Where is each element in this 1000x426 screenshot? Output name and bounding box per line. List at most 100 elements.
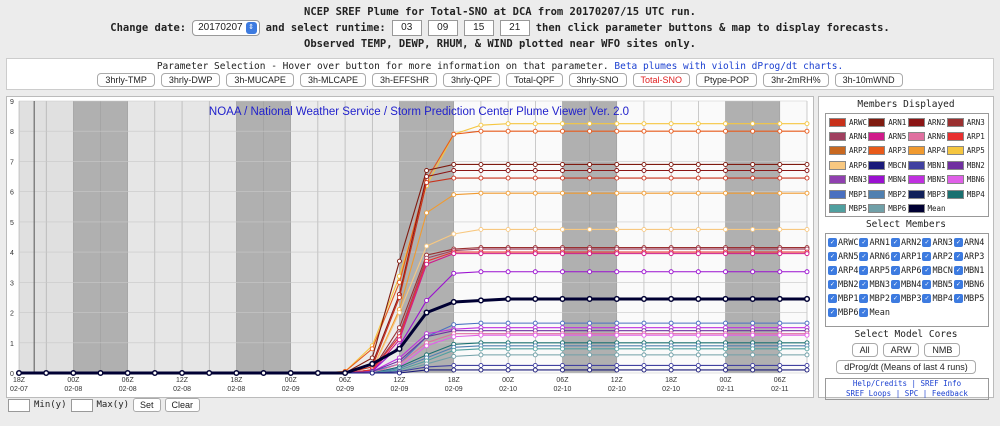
runtime-09-input[interactable]: 09 (427, 20, 458, 36)
data-point-mean (396, 345, 403, 352)
sref-info-link[interactable]: SREF Info (920, 379, 962, 388)
member-checkbox-mbn1[interactable]: ✓ MBN1 (953, 265, 984, 276)
legend-item-mbn1: MBN1 (907, 160, 947, 170)
data-point-arn5 (587, 251, 593, 257)
member-checkbox-arp6[interactable]: ✓ ARP6 (890, 265, 921, 276)
min-y-input[interactable] (8, 398, 30, 412)
max-y-input[interactable] (70, 398, 93, 412)
member-checkbox-arp3[interactable]: ✓ ARP3 (953, 251, 984, 262)
data-point-mbp1 (668, 320, 674, 326)
param-button-3h-10mwnd[interactable]: 3h-10mWND (834, 73, 903, 87)
member-checkbox-mbp4[interactable]: ✓ MBP4 (922, 293, 953, 304)
member-checkbox-arp1[interactable]: ✓ ARP1 (890, 251, 921, 262)
legend-item-arp6: ARP6 (829, 160, 868, 170)
data-point-arwc (532, 175, 538, 181)
member-checkbox-arn2[interactable]: ✓ ARN2 (890, 237, 921, 248)
member-checkbox-label: MBP6 (838, 307, 859, 318)
member-checkbox-label: ARN1 (869, 237, 890, 248)
param-button-ptype-pop[interactable]: Ptype-POP (696, 73, 758, 87)
data-point-arn5 (559, 251, 565, 257)
spc-link[interactable]: SPC (904, 389, 919, 398)
member-checkbox-mbp6[interactable]: ✓ MBP6 (828, 307, 858, 318)
param-button-3hr-2mrh-[interactable]: 3hr-2mRH% (763, 73, 829, 87)
param-button-3hrly-qpf[interactable]: 3hrly-QPF (442, 73, 500, 87)
data-point-arn1 (777, 162, 783, 167)
data-point-arp3 (804, 128, 810, 134)
feedback-link[interactable]: Feedback (931, 389, 968, 398)
member-checkbox-label: ARN3 (932, 237, 953, 248)
help-credits-link[interactable]: Help/Credits (852, 379, 907, 388)
param-button-total-qpf[interactable]: Total-QPF (506, 73, 563, 87)
data-point-arwc (614, 175, 620, 181)
member-checkbox-label: ARN4 (963, 237, 985, 248)
data-point-arp4 (750, 190, 756, 196)
data-point-mbn2 (424, 334, 430, 340)
member-checkbox-mbp2[interactable]: ✓ MBP2 (859, 293, 890, 304)
data-point-mbp5 (614, 346, 620, 352)
data-point-mbn1 (505, 362, 511, 368)
runtime-15-input[interactable]: 15 (463, 20, 494, 36)
data-point-arn1 (641, 162, 647, 167)
beta-plumes-link[interactable]: Beta plumes with violin dProg/dt charts. (614, 61, 844, 72)
data-point-mean (206, 369, 213, 377)
member-checkbox-arp5[interactable]: ✓ ARP5 (859, 265, 890, 276)
data-point-arn1 (396, 258, 402, 264)
x-tick-hour: 18Z (13, 377, 26, 384)
param-button-3hrly-dwp[interactable]: 3hrly-DWP (160, 73, 221, 87)
member-checkbox-mean[interactable]: ✓ Mean (859, 307, 890, 318)
member-checkbox-label: MBP2 (869, 293, 890, 304)
param-button-3hrly-sno[interactable]: 3hrly-SNO (568, 73, 627, 87)
member-checkbox-arp4[interactable]: ✓ ARP4 (828, 265, 858, 276)
dprog-button[interactable]: dProg/dt (Means of last 4 runs) (836, 360, 976, 374)
member-checkbox-mbn4[interactable]: ✓ MBN4 (890, 279, 921, 290)
date-select[interactable]: 20170207 ⇕ (192, 20, 260, 36)
data-point-arp5 (777, 121, 783, 127)
core-arw-button[interactable]: ARW (882, 343, 920, 357)
member-checkbox-mbn2[interactable]: ✓ MBN2 (828, 279, 858, 290)
data-point-arn2 (532, 168, 538, 173)
runtime-21-input[interactable]: 21 (499, 20, 530, 36)
set-button[interactable]: Set (133, 398, 161, 412)
legend-swatch (829, 175, 846, 185)
data-point-mean (776, 295, 783, 303)
member-checkbox-arwc[interactable]: ✓ ARWC (828, 237, 858, 248)
runtime-03-input[interactable]: 03 (391, 20, 422, 36)
core-all-button[interactable]: All (851, 343, 878, 357)
data-point-mbn1 (532, 362, 538, 368)
param-button-3h-effshr[interactable]: 3h-EFFSHR (371, 73, 437, 87)
x-tick-hour: 00Z (719, 377, 732, 384)
data-point-mbcn (478, 367, 484, 373)
param-button-total-sno[interactable]: Total-SNO (632, 73, 691, 87)
member-checkbox-mbp5[interactable]: ✓ MBP5 (953, 293, 984, 304)
param-button-3hrly-tmp[interactable]: 3hrly-TMP (97, 73, 155, 87)
clear-button[interactable]: Clear (164, 398, 201, 412)
member-checkbox-arn5[interactable]: ✓ ARN5 (828, 251, 858, 262)
y-tick-label: 4 (10, 250, 14, 257)
data-point-mbp5 (451, 347, 457, 353)
x-tick-date: 02-09 (445, 386, 463, 393)
checkmark-icon: ✓ (953, 266, 963, 275)
sref-loops-link[interactable]: SREF Loops (846, 389, 892, 398)
data-point-mbn4 (559, 269, 565, 275)
member-checkbox-mbp1[interactable]: ✓ MBP1 (828, 293, 858, 304)
param-button-3h-mucape[interactable]: 3h-MUCAPE (226, 73, 294, 87)
member-checkbox-arp2[interactable]: ✓ ARP2 (922, 251, 953, 262)
data-point-arwc (396, 294, 402, 300)
data-point-mbn6 (532, 332, 538, 338)
member-checkbox-arn3[interactable]: ✓ ARN3 (922, 237, 953, 248)
member-checkbox-label: MBP4 (932, 293, 953, 304)
param-button-3h-mlcape[interactable]: 3h-MLCAPE (299, 73, 366, 87)
core-nmb-button[interactable]: NMB (924, 343, 961, 357)
data-point-mbp1 (559, 320, 565, 326)
member-checkbox-mbcn[interactable]: ✓ MBCN (922, 265, 953, 276)
member-checkbox-arn1[interactable]: ✓ ARN1 (859, 237, 890, 248)
data-point-mbp1 (532, 320, 538, 326)
member-checkbox-arn6[interactable]: ✓ ARN6 (859, 251, 890, 262)
member-checkbox-arn4[interactable]: ✓ ARN4 (953, 237, 985, 248)
member-checkbox-mbn5[interactable]: ✓ MBN5 (922, 279, 953, 290)
data-point-arp6 (668, 226, 674, 232)
data-point-mbp1 (641, 320, 647, 326)
member-checkbox-mbp3[interactable]: ✓ MBP3 (890, 293, 921, 304)
member-checkbox-mbn6[interactable]: ✓ MBN6 (953, 279, 984, 290)
member-checkbox-mbn3[interactable]: ✓ MBN3 (859, 279, 890, 290)
